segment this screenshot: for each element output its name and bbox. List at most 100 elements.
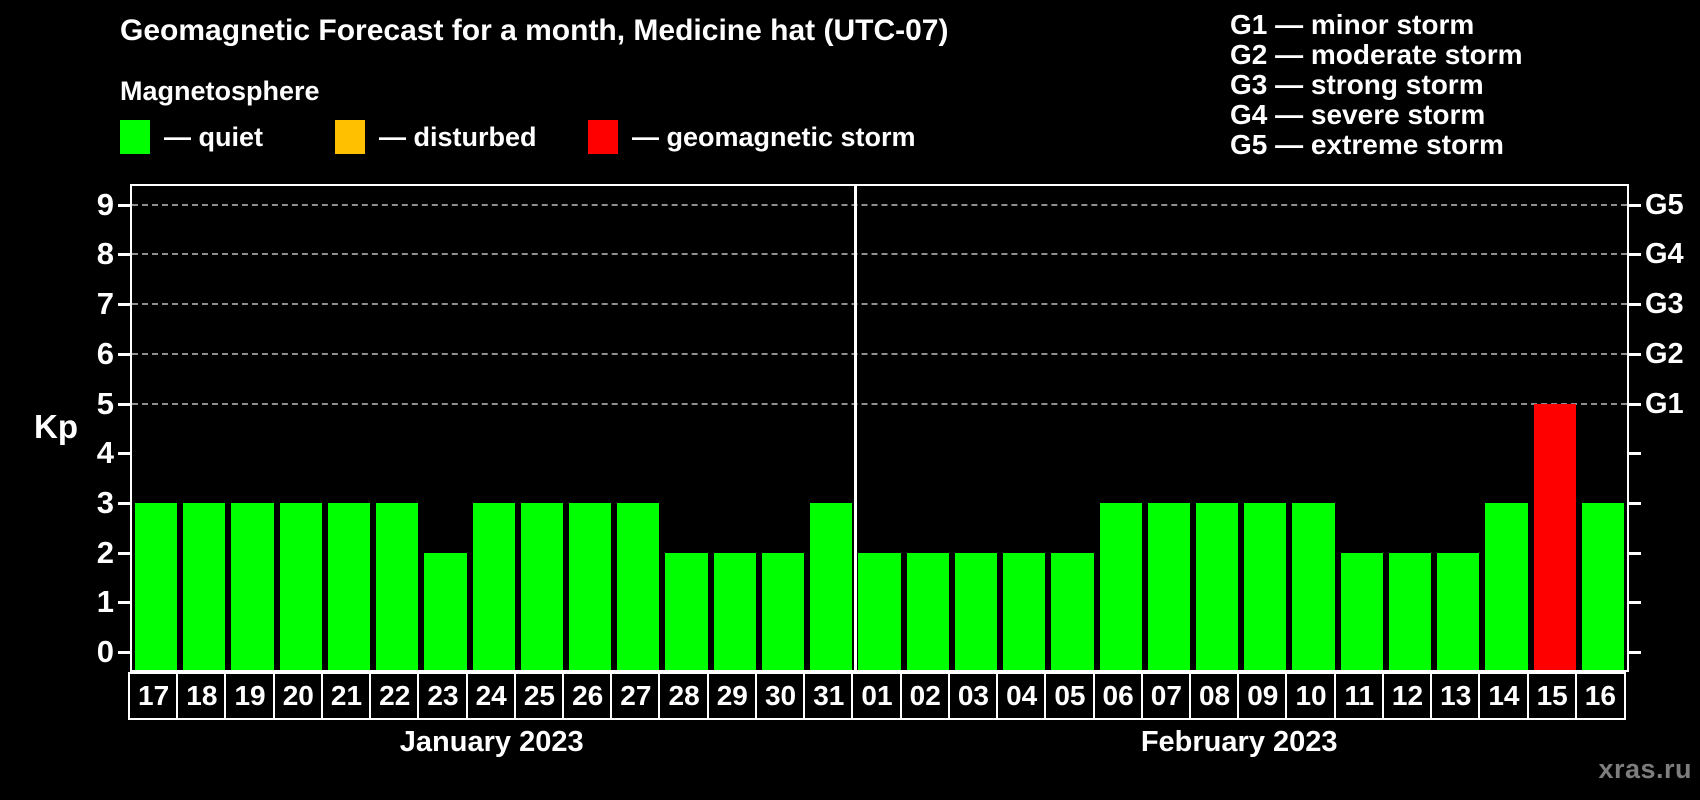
- y-tick-label-8: 8: [96, 236, 114, 272]
- kp-bar-day-18: [183, 502, 226, 670]
- day-cell-04: 04: [996, 672, 1048, 720]
- kp-bar-day-12: [1388, 552, 1432, 670]
- watermark: xras.ru: [1598, 754, 1692, 784]
- day-cell-29: 29: [706, 672, 758, 720]
- gridline-kp9: [132, 203, 1627, 206]
- day-cell-02: 02: [899, 672, 951, 720]
- day-cell-28: 28: [658, 672, 710, 720]
- legend-item-storm: — geomagnetic storm: [588, 119, 916, 155]
- y-tick-left-6: [118, 352, 130, 356]
- day-cell-22: 22: [369, 672, 421, 720]
- kp-bar-day-09: [1244, 502, 1287, 670]
- gridline-kp6: [132, 352, 1627, 355]
- storm-scale-line-1: G1 — minor storm: [1230, 9, 1475, 40]
- y-tick-label-0: 0: [96, 634, 114, 669]
- kp-bar-day-06: [1099, 502, 1142, 670]
- g-scale-label-g5: G5: [1645, 188, 1684, 221]
- storm-scale-line-4: G4 — severe storm: [1230, 99, 1486, 130]
- y-tick-right-9: [1629, 203, 1641, 207]
- kp-bar-day-23: [424, 552, 467, 670]
- y-tick-right-7: [1629, 303, 1641, 307]
- kp-bar-day-29: [713, 552, 756, 670]
- storm-scale-line-3: G3 — strong storm: [1230, 69, 1484, 100]
- y-tick-left-5: [118, 402, 130, 406]
- day-cell-24: 24: [465, 672, 517, 720]
- legend-swatch-quiet: [120, 120, 150, 154]
- y-tick-left-0: [118, 651, 130, 654]
- y-tick-right-3: [1629, 501, 1641, 505]
- y-tick-label-1: 1: [96, 584, 114, 620]
- legend-label-disturbed: — disturbed: [379, 121, 537, 152]
- page-title: Geomagnetic Forecast for a month, Medici…: [120, 14, 949, 47]
- day-cell-31: 31: [803, 672, 855, 720]
- storm-scale-line-5: G5 — extreme storm: [1230, 129, 1504, 160]
- day-cell-10: 10: [1285, 672, 1337, 720]
- day-cell-06: 06: [1092, 672, 1144, 720]
- g-scale-label-g2: G2: [1645, 337, 1684, 370]
- legend-item-quiet: — quiet: [120, 119, 263, 155]
- g-scale-label-g4: G4: [1645, 238, 1684, 271]
- y-tick-label-6: 6: [96, 335, 114, 371]
- day-cell-15: 15: [1526, 672, 1578, 720]
- y-tick-label-2: 2: [96, 534, 114, 570]
- y-axis-title: Kp: [34, 408, 78, 445]
- g-scale-label-g3: G3: [1645, 288, 1684, 321]
- kp-bar-day-07: [1147, 502, 1190, 670]
- y-tick-left-4: [118, 452, 130, 456]
- y-tick-label-4: 4: [96, 435, 114, 471]
- storm-scale-legend: G1 — minor storm G2 — moderate storm G3 — …: [1230, 10, 1523, 160]
- kp-bar-day-30: [761, 552, 805, 670]
- kp-bar-day-10: [1292, 502, 1335, 670]
- day-cell-09: 09: [1237, 672, 1289, 720]
- kp-bar-day-03: [954, 552, 998, 670]
- g-scale-label-g1: G1: [1645, 387, 1684, 420]
- legend-label-storm: — geomagnetic storm: [632, 121, 916, 152]
- day-cell-08: 08: [1188, 672, 1241, 720]
- kp-bar-day-08: [1195, 502, 1239, 670]
- kp-bar-day-13: [1437, 552, 1480, 670]
- kp-bar-day-15: [1533, 403, 1576, 670]
- day-cell-05: 05: [1044, 672, 1096, 720]
- day-cell-26: 26: [562, 672, 614, 720]
- y-tick-right-2: [1629, 551, 1641, 555]
- legend-swatch-disturbed: [335, 120, 365, 154]
- kp-bar-day-04: [1003, 552, 1046, 670]
- y-tick-right-1: [1629, 601, 1641, 605]
- kp-bar-day-17: [135, 502, 178, 670]
- y-tick-right-4: [1629, 452, 1641, 456]
- gridline-kp7: [132, 303, 1627, 306]
- legend-swatch-storm: [588, 120, 618, 154]
- kp-bar-day-05: [1051, 552, 1094, 670]
- day-cell-19: 19: [224, 672, 276, 720]
- plot-area: [130, 184, 1629, 672]
- day-cell-23: 23: [417, 672, 469, 720]
- y-tick-left-9: [118, 203, 130, 207]
- kp-bar-day-24: [472, 502, 515, 670]
- day-axis: 17 18 19 20 21 22 23 24 25 26 27 28 29 30 31 01 02 03 04 05…: [128, 672, 1631, 720]
- kp-bar-day-19: [231, 502, 274, 670]
- y-tick-label-3: 3: [96, 484, 114, 520]
- day-cell-14: 14: [1478, 672, 1530, 720]
- month-label-january: January 2023: [399, 726, 584, 758]
- day-cell-21: 21: [320, 672, 373, 720]
- day-cell-11: 11: [1333, 672, 1385, 720]
- gridline-kp5: [132, 402, 1627, 405]
- kp-bar-day-31: [810, 502, 853, 670]
- day-cell-03: 03: [947, 672, 1000, 720]
- month-label-february: February 2023: [1140, 726, 1338, 758]
- day-cell-01: 01: [851, 672, 903, 720]
- legend-title: Magnetosphere: [120, 76, 320, 106]
- day-cell-16: 16: [1574, 672, 1626, 720]
- y-tick-right-0: [1629, 651, 1641, 654]
- kp-bar-day-14: [1485, 502, 1528, 670]
- kp-bar-day-28: [665, 552, 708, 670]
- y-tick-left-3: [118, 501, 130, 505]
- legend-item-disturbed: — disturbed: [335, 119, 537, 155]
- kp-bar-day-27: [617, 502, 660, 670]
- kp-bar-day-25: [520, 502, 564, 670]
- y-tick-label-5: 5: [96, 385, 114, 421]
- gridline-kp8: [132, 253, 1627, 256]
- y-tick-left-2: [118, 551, 130, 555]
- day-cell-17: 17: [128, 672, 180, 720]
